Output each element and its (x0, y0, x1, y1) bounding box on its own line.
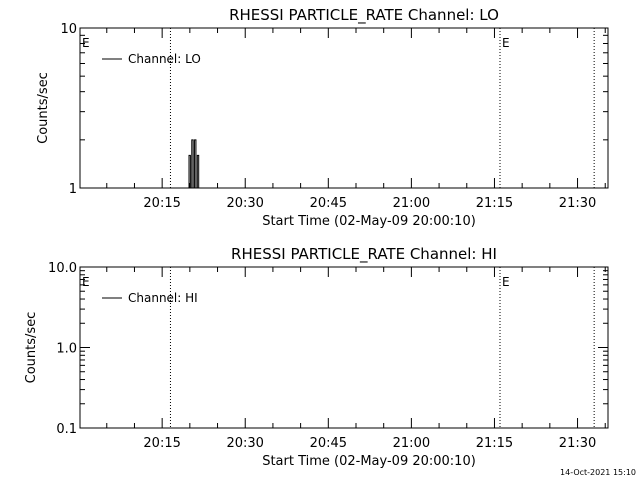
x-axis-label: Start Time (02-May-09 20:00:10) (262, 214, 476, 229)
y-tick-label: 1 (69, 182, 77, 197)
plot-frame (79, 27, 609, 189)
y-tick-label: 0.1 (56, 422, 77, 437)
x-tick-label: 21:00 (393, 436, 430, 451)
y-tick-label: 1.0 (56, 342, 77, 357)
event-marker: E (82, 275, 90, 289)
y-axis-label: Counts/sec (24, 312, 39, 384)
event-marker: E (82, 36, 90, 50)
x-tick-label: 21:15 (476, 436, 513, 451)
x-tick-label: 20:45 (310, 196, 347, 211)
hi-channel-panel: RHESSI PARTICLE_RATE Channel: HI Counts/s… (24, 245, 609, 469)
series-line (187, 139, 200, 189)
y-tick-label: 10 (60, 22, 77, 37)
lo-channel-panel: RHESSI PARTICLE_RATE Channel: LO Counts/s… (36, 6, 609, 229)
legend-label: Channel: LO (128, 52, 201, 66)
x-tick-label: 21:30 (559, 196, 596, 211)
x-tick-label: 20:45 (310, 436, 347, 451)
x-tick-label: 20:15 (143, 196, 180, 211)
x-tick-label: 21:15 (476, 196, 513, 211)
event-marker: E (502, 275, 510, 289)
chart-title: RHESSI PARTICLE_RATE Channel: LO (229, 6, 499, 25)
event-marker: E (502, 36, 510, 50)
x-tick-label: 20:30 (226, 436, 263, 451)
x-tick-label: 20:30 (226, 196, 263, 211)
y-axis-label: Counts/sec (36, 72, 51, 144)
x-tick-label: 20:15 (143, 436, 180, 451)
y-tick-label: 10.0 (48, 261, 77, 276)
x-tick-label: 21:00 (393, 196, 430, 211)
x-axis-label: Start Time (02-May-09 20:00:10) (262, 454, 476, 469)
chart-title: RHESSI PARTICLE_RATE Channel: HI (231, 245, 497, 264)
footer-timestamp: 14-Oct-2021 15:10 (560, 468, 636, 477)
legend-label: Channel: HI (128, 291, 198, 305)
x-tick-label: 21:30 (559, 436, 596, 451)
